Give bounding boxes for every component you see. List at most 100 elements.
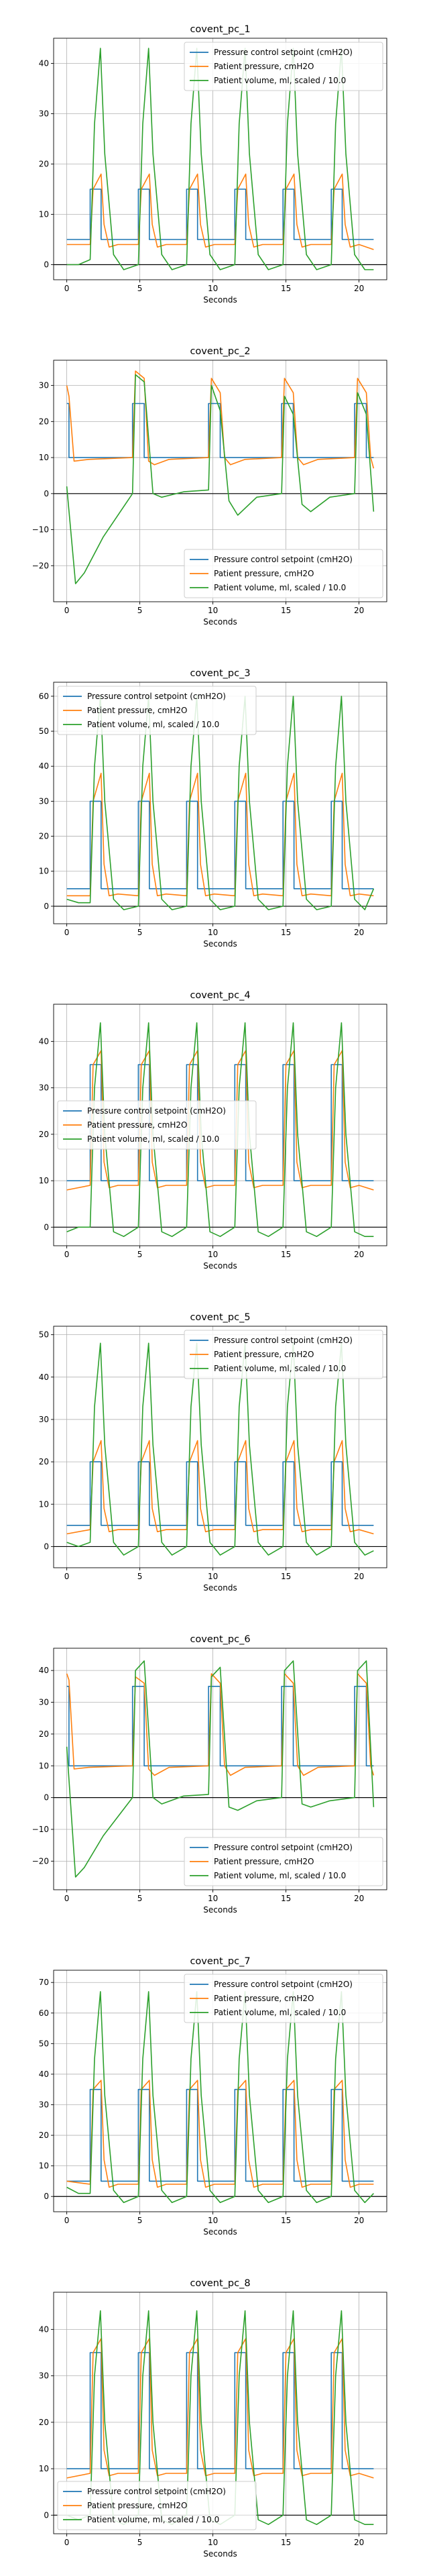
- x-tick-label: 10: [208, 928, 218, 937]
- legend-label-setpoint: Pressure control setpoint (cmH2O): [214, 48, 353, 57]
- legend-label-pressure: Patient pressure, cmH2O: [214, 1350, 314, 1359]
- x-tick-label: 5: [137, 1572, 143, 1581]
- x-tick-label: 15: [281, 284, 291, 293]
- x-tick-label: 10: [208, 1894, 218, 1903]
- x-axis-label: Seconds: [203, 1583, 237, 1593]
- y-tick-label: 20: [39, 2131, 49, 2140]
- x-tick-label: 15: [281, 606, 291, 615]
- axes-frame: [53, 1326, 387, 1568]
- legend-box: [184, 1974, 383, 2023]
- x-tick-label: 15: [281, 1250, 291, 1259]
- x-axis-label: Seconds: [203, 2549, 237, 2559]
- y-tick-label: 20: [39, 160, 49, 169]
- legend-label-pressure: Patient pressure, cmH2O: [214, 62, 314, 71]
- y-tick-label: 30: [39, 2371, 49, 2381]
- y-tick-label: 30: [39, 381, 49, 390]
- x-tick-label: 20: [354, 1894, 364, 1903]
- series-line-volume: [66, 374, 375, 584]
- series-line-volume: [66, 48, 374, 270]
- legend: Pressure control setpoint (cmH2O) Patient…: [57, 1100, 257, 1150]
- legend-label-setpoint: Pressure control setpoint (cmH2O): [214, 555, 353, 564]
- y-tick-label: 30: [39, 1415, 49, 1424]
- x-tick-label: 15: [281, 1572, 291, 1581]
- y-tick-label: 30: [39, 1698, 49, 1707]
- legend-label-volume: Patient volume, ml, scaled / 10.0: [87, 2515, 219, 2524]
- y-tick-label: 0: [44, 1542, 49, 1551]
- legend-label-pressure: Patient pressure, cmH2O: [214, 1994, 314, 2003]
- y-tick-label: 0: [44, 1793, 49, 1803]
- y-tick-label: 40: [39, 1036, 49, 1046]
- y-tick-label: 40: [39, 2324, 49, 2334]
- y-tick-label: 40: [39, 1373, 49, 1382]
- chart-title: covent_pc_2: [190, 346, 250, 357]
- y-tick-label: 10: [39, 453, 49, 462]
- axes-frame: [53, 1970, 387, 2212]
- legend: Pressure control setpoint (cmH2O) Patient…: [184, 42, 383, 91]
- legend-label-setpoint: Pressure control setpoint (cmH2O): [214, 1843, 353, 1852]
- y-tick-label: 10: [39, 1499, 49, 1509]
- x-tick-label: 5: [137, 2538, 143, 2547]
- series-line-volume: [66, 1342, 374, 1556]
- x-tick-label: 5: [137, 284, 143, 293]
- legend-label-volume: Patient volume, ml, scaled / 10.0: [214, 1871, 346, 1880]
- x-axis-label: Seconds: [203, 939, 237, 949]
- chart-title: covent_pc_7: [190, 1956, 250, 1967]
- y-tick-label: 20: [39, 1130, 49, 1139]
- x-tick-label: 20: [354, 284, 364, 293]
- y-tick-label: 0: [44, 2192, 49, 2201]
- legend-label-pressure: Patient pressure, cmH2O: [214, 1857, 314, 1866]
- y-tick-label: 20: [39, 832, 49, 841]
- chart-title: covent_pc_5: [190, 1312, 250, 1323]
- y-tick-label: 50: [39, 1330, 49, 1340]
- series-line-pressure: [66, 1440, 374, 1535]
- x-tick-label: 15: [281, 2538, 291, 2547]
- y-tick-label: 30: [39, 2100, 49, 2110]
- chart-title: covent_pc_3: [190, 668, 250, 679]
- y-tick-label: 40: [39, 2070, 49, 2079]
- y-tick-label: 50: [39, 727, 49, 736]
- legend-label-pressure: Patient pressure, cmH2O: [87, 2501, 187, 2510]
- series-line-pressure: [66, 2338, 374, 2479]
- legend-label-setpoint: Pressure control setpoint (cmH2O): [87, 1106, 226, 1116]
- legend-label-pressure: Patient pressure, cmH2O: [87, 1120, 187, 1130]
- axes-frame: [53, 1004, 387, 1246]
- y-tick-label: 0: [44, 260, 49, 270]
- legend-label-setpoint: Pressure control setpoint (cmH2O): [214, 1980, 353, 1989]
- y-tick-label: 20: [39, 1457, 49, 1466]
- x-tick-label: 0: [64, 284, 70, 293]
- y-tick-label: 10: [39, 210, 49, 219]
- legend: Pressure control setpoint (cmH2O) Patient…: [184, 1974, 383, 2023]
- series-line-volume: [66, 1660, 375, 1878]
- y-tick-label: 10: [39, 867, 49, 876]
- x-tick-label: 5: [137, 928, 143, 937]
- x-tick-label: 5: [137, 606, 143, 615]
- axes-frame: [53, 1648, 387, 1890]
- chart-title: covent_pc_1: [190, 24, 250, 35]
- x-axis-label: Seconds: [203, 1905, 237, 1915]
- series-line-volume: [66, 1991, 374, 2204]
- x-tick-label: 10: [208, 606, 218, 615]
- legend: Pressure control setpoint (cmH2O) Patient…: [57, 686, 257, 735]
- y-tick-label: 40: [39, 1666, 49, 1675]
- axes-frame: [53, 360, 387, 602]
- x-tick-label: 20: [354, 928, 364, 937]
- x-tick-label: 0: [64, 928, 70, 937]
- y-tick-label: 30: [39, 109, 49, 119]
- axes-frame: [53, 2292, 387, 2534]
- y-tick-label: 0: [44, 902, 49, 911]
- legend-label-setpoint: Pressure control setpoint (cmH2O): [214, 1336, 353, 1345]
- chart-panel-3: 0 5 10 15 20 0 10 20 30 40 50 60 covent_pc_3 Seconds P…: [39, 668, 387, 949]
- legend-label-setpoint: Pressure control setpoint (cmH2O): [87, 692, 226, 701]
- legend-box: [57, 1100, 257, 1150]
- y-tick-label: −10: [32, 1825, 49, 1834]
- x-tick-label: 0: [64, 2538, 70, 2547]
- chart-panel-1: 0 5 10 15 20 0 10 20 30 40 covent_pc_1 Seconds Press…: [39, 24, 387, 305]
- legend-label-setpoint: Pressure control setpoint (cmH2O): [87, 2487, 226, 2496]
- legend-label-volume: Patient volume, ml, scaled / 10.0: [214, 2008, 346, 2017]
- x-tick-label: 10: [208, 1572, 218, 1581]
- x-tick-label: 20: [354, 606, 364, 615]
- x-tick-label: 0: [64, 1894, 70, 1903]
- x-tick-label: 0: [64, 2216, 70, 2225]
- y-tick-label: 10: [39, 2161, 49, 2171]
